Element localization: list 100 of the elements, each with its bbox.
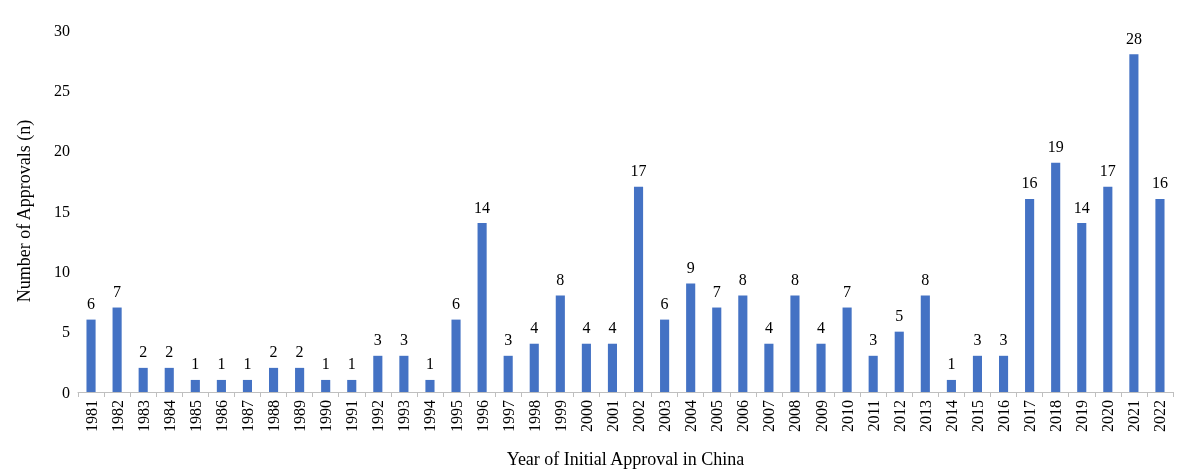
data-label: 4 [582,319,591,337]
data-label: 3 [399,331,408,349]
data-label: 16 [1021,174,1038,192]
bar [581,343,591,392]
y-tick-label: 0 [62,383,70,401]
x-tick-label: 2014 [942,400,960,432]
data-label: 4 [608,319,617,337]
bar [738,295,748,392]
x-tick-label: 1990 [317,400,335,432]
data-label: 8 [738,270,747,288]
x-tick-label: 2009 [812,400,830,432]
y-tick-label: 20 [54,142,70,160]
x-tick-label: 2015 [968,400,986,432]
x-tick-label: 1984 [160,400,178,432]
x-tick-label: 2018 [1047,400,1065,432]
bar [686,283,696,392]
bar [216,379,226,392]
data-label: 6 [660,295,669,313]
x-tick-label: 1997 [499,400,517,432]
y-tick-label: 5 [62,323,70,341]
data-label: 8 [790,270,799,288]
data-label: 1 [191,355,200,373]
y-axis-title: Number of Approvals (n) [14,119,35,303]
x-tick-label: 2000 [577,400,595,432]
data-label: 4 [817,319,826,337]
bar [399,355,409,392]
bar [1025,198,1035,392]
x-tick-label: 2001 [603,400,621,432]
data-label: 17 [1099,162,1116,180]
x-tick-label: 2004 [682,400,700,432]
data-label: 3 [373,331,382,349]
x-axis-title: Year of Initial Approval in China [506,449,745,469]
x-tick-label: 2016 [995,400,1013,432]
x-tick-label: 2013 [916,400,934,432]
x-tick-label: 1989 [291,400,309,432]
bar [529,343,539,392]
x-tick-label: 1986 [212,400,230,432]
bar [712,307,722,392]
data-label: 1 [947,355,956,373]
x-tick-label: 1994 [421,400,439,432]
bar [868,355,878,392]
data-label: 16 [1151,174,1168,192]
x-tick-label: 1999 [551,400,569,432]
y-tick-label: 30 [54,21,70,39]
bar [816,343,826,392]
x-tick-label: 2011 [864,400,882,432]
bar [451,319,461,392]
bar [112,307,122,392]
data-label: 3 [504,331,513,349]
x-tick-label: 2019 [1073,400,1091,432]
data-label: 3 [999,331,1008,349]
bar [164,367,174,392]
data-label: 19 [1047,138,1064,156]
data-label: 1 [425,355,434,373]
x-tick-label: 2003 [656,400,674,432]
data-label: 8 [921,270,930,288]
y-tick-label: 10 [54,262,70,280]
x-tick-label: 2012 [890,400,908,432]
x-tick-label: 2010 [838,400,856,432]
data-label: 3 [869,331,878,349]
bar [321,379,331,392]
bar [607,343,618,392]
data-label: 7 [113,283,122,301]
bar [503,355,513,392]
x-tick-label: 1983 [134,400,152,432]
data-label: 2 [165,343,174,361]
bar [842,307,852,392]
x-tick-label: 2007 [760,400,778,432]
data-label: 14 [1073,198,1090,216]
x-tick-label: 1996 [473,400,491,432]
bar [894,331,904,392]
bar [633,186,644,392]
data-label: 14 [474,198,491,216]
x-tick-label: 2002 [630,400,648,432]
bar [242,379,253,392]
bar [972,355,983,392]
x-tick-label: 2006 [734,400,752,432]
bar [555,295,565,392]
data-label: 1 [243,355,252,373]
x-tick-label: 1987 [238,400,256,432]
bar [295,367,305,392]
data-label: 1 [217,355,226,373]
x-tick-label: 2022 [1151,400,1169,432]
bar [790,295,800,392]
bar [1077,223,1087,392]
x-tick-label: 2020 [1099,400,1117,432]
data-label: 4 [530,319,539,337]
data-label: 1 [347,355,356,373]
data-label: 7 [843,283,852,301]
bar [138,367,148,392]
bar [373,355,383,392]
data-label: 5 [895,307,904,325]
bar [920,295,930,392]
bar [477,223,487,392]
y-tick-label: 15 [54,202,70,220]
x-tick-label: 1982 [108,400,126,432]
data-label: 2 [139,343,148,361]
data-label: 1 [321,355,330,373]
data-label: 2 [295,343,304,361]
bar [998,355,1009,392]
